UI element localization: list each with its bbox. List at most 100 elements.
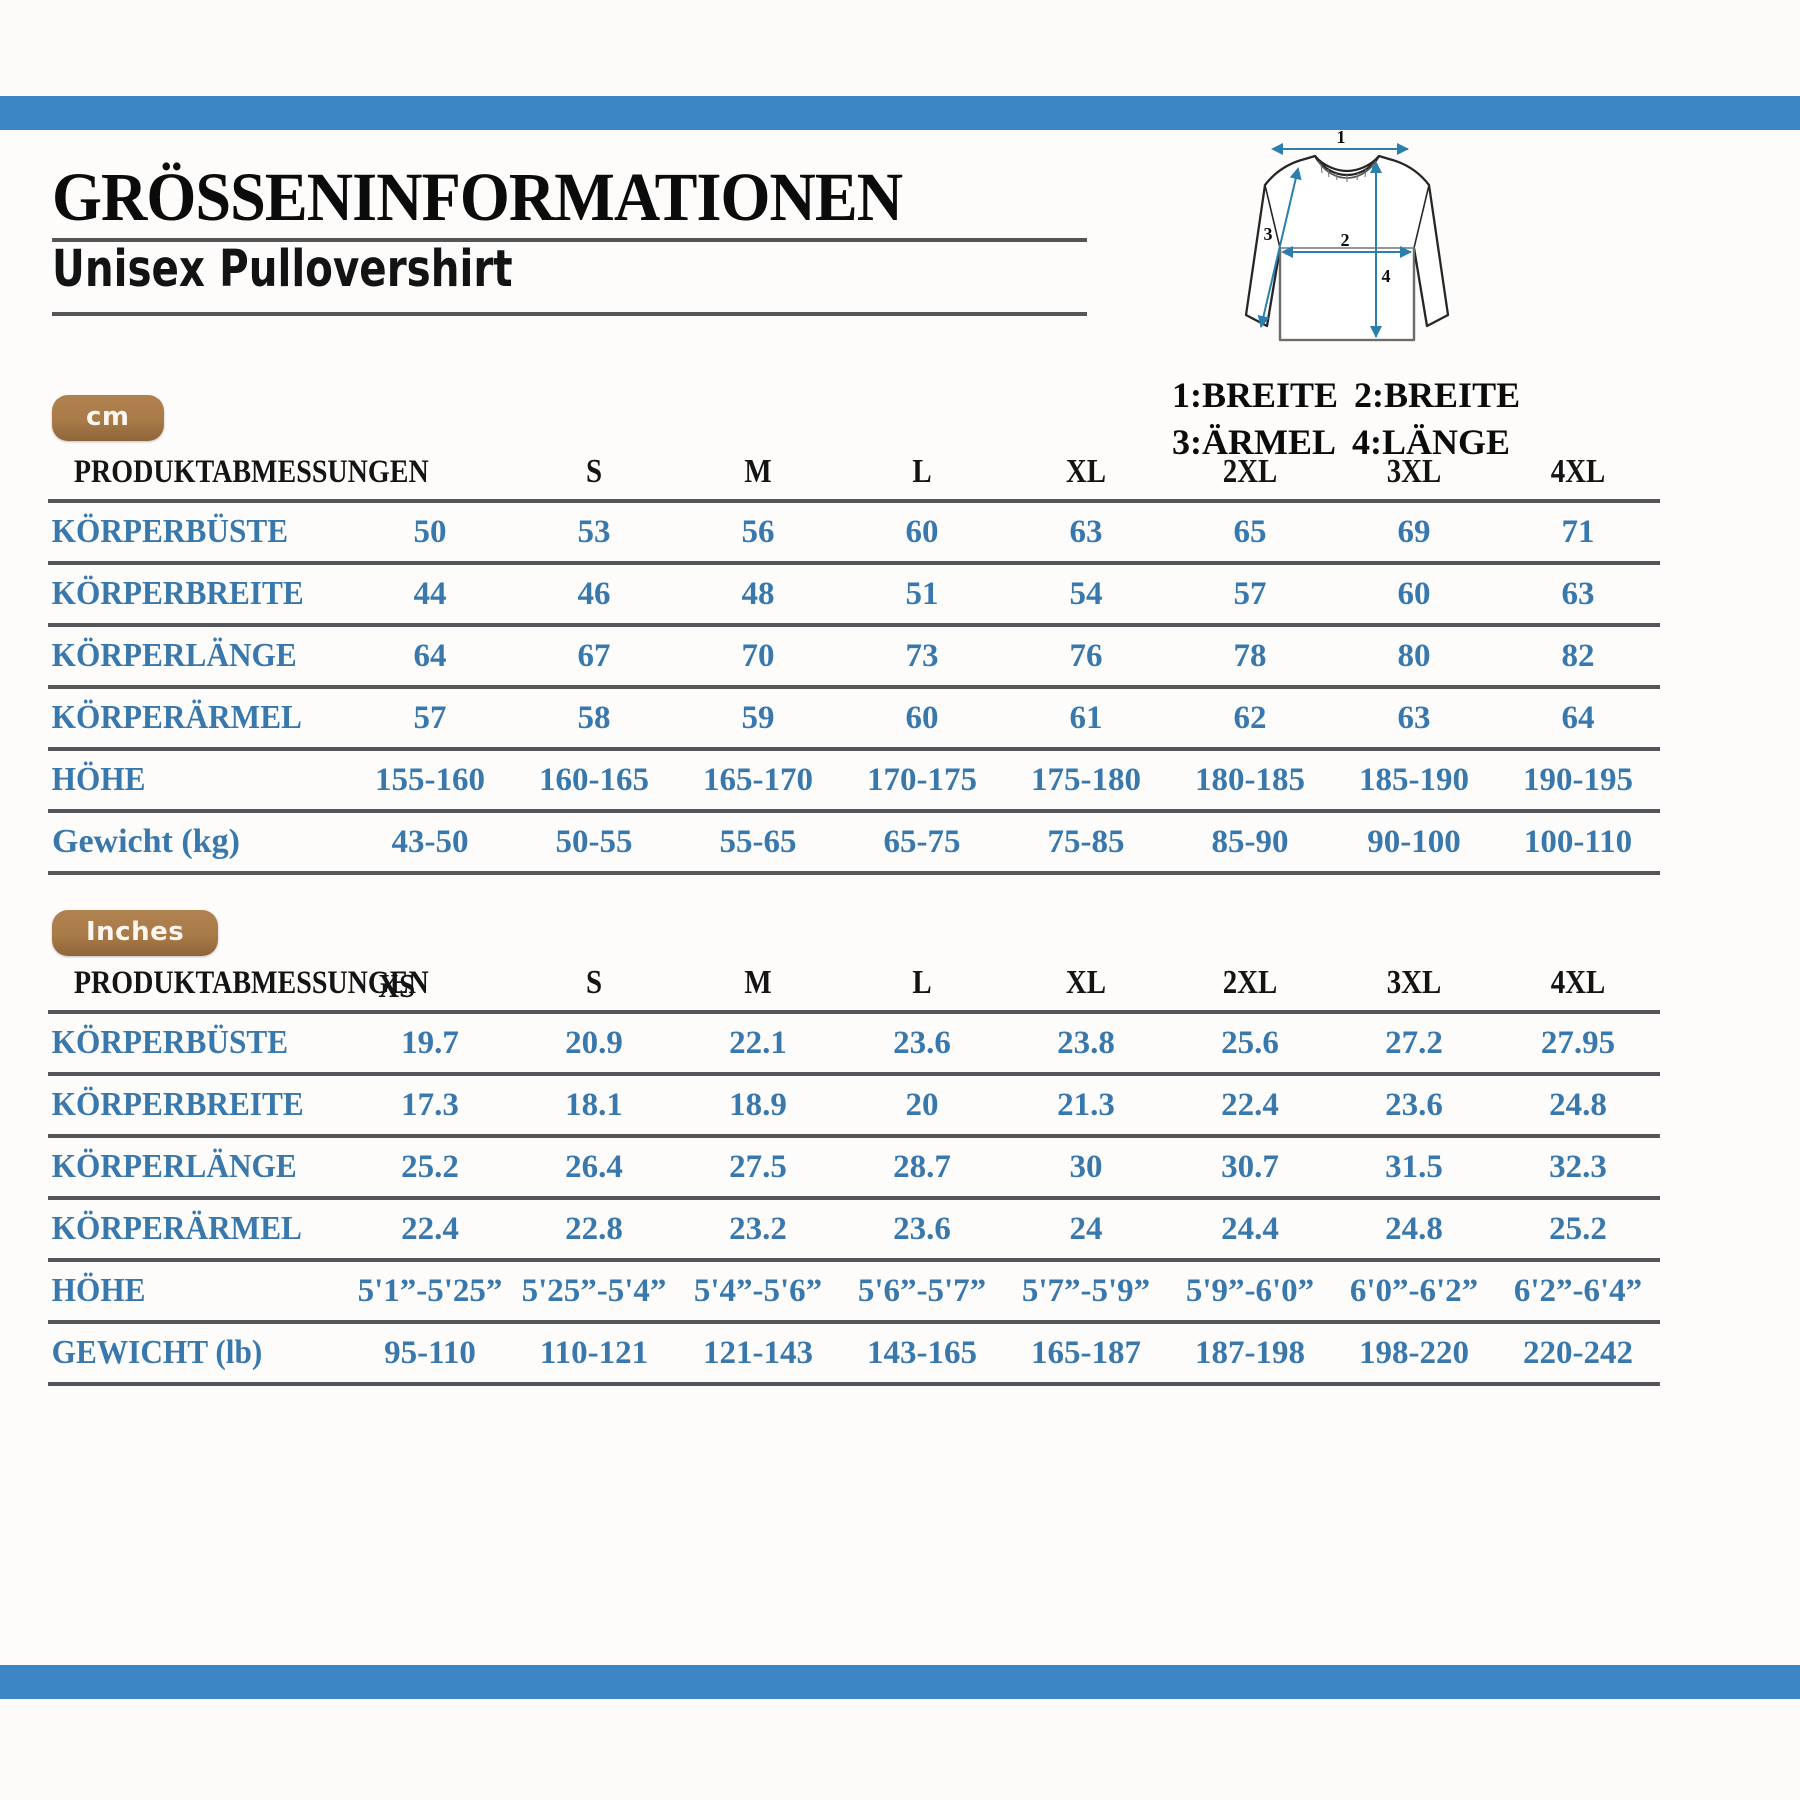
cell: 63 xyxy=(1397,699,1431,736)
col-header-label-inches: PRODUKTABMESSUNGEN xyxy=(73,964,429,1001)
cell: 75-85 xyxy=(1047,823,1125,860)
cell: 25.6 xyxy=(1221,1024,1279,1061)
cell: 5'25”-5'4” xyxy=(521,1272,667,1309)
col-header-inch-4: XL xyxy=(1065,964,1107,1001)
cell: 60 xyxy=(1397,575,1431,612)
cell: 160-165 xyxy=(539,761,649,798)
cell: 22.8 xyxy=(565,1210,623,1247)
col-header-cm-6: 3XL xyxy=(1386,453,1442,490)
cell: 51 xyxy=(905,575,939,612)
cell: 62 xyxy=(1233,699,1267,736)
cell: 70 xyxy=(741,637,775,674)
cell: 78 xyxy=(1233,637,1267,674)
legend-row-1: 1:BREITE 2:BREITE xyxy=(1172,372,1520,419)
row-label: HÖHE xyxy=(51,1272,146,1309)
cell: 23.6 xyxy=(893,1024,951,1061)
cell: 22.4 xyxy=(401,1210,459,1247)
cell: 80 xyxy=(1397,637,1431,674)
cell: 26.4 xyxy=(565,1148,623,1185)
cell: 65 xyxy=(1233,513,1267,550)
table-row: KÖRPERBREITE 17.3 18.1 18.9 20 21.3 22.4… xyxy=(48,1074,1660,1136)
cell: 55-65 xyxy=(719,823,797,860)
cell: 69 xyxy=(1397,513,1431,550)
cell: 20.9 xyxy=(565,1024,623,1061)
cell: 23.6 xyxy=(893,1210,951,1247)
cell: 44 xyxy=(413,575,447,612)
table-row: KÖRPERÄRMEL 57 58 59 60 61 62 63 64 xyxy=(48,687,1660,749)
top-accent-bar xyxy=(0,96,1800,130)
cell: 61 xyxy=(1069,699,1103,736)
shirt-icon: 1 2 3 4 xyxy=(1244,130,1450,342)
cell: 19.7 xyxy=(401,1024,459,1061)
legend-item-3: 3:ÄRMEL xyxy=(1172,422,1336,462)
cell: 56 xyxy=(741,513,775,550)
cell: 180-185 xyxy=(1195,761,1305,798)
cell: 155-160 xyxy=(375,761,485,798)
cell: 28.7 xyxy=(893,1148,951,1185)
cell: 23.8 xyxy=(1057,1024,1115,1061)
cell: 43-50 xyxy=(391,823,469,860)
cell: 82 xyxy=(1561,637,1595,674)
page-title: GRÖSSENINFORMATIONEN xyxy=(52,159,903,235)
row-label: KÖRPERBÜSTE xyxy=(51,513,289,550)
table-row: GEWICHT (lb) 95-110 110-121 121-143 143-… xyxy=(48,1322,1660,1384)
col-header-inch-7: 4XL xyxy=(1550,964,1606,1001)
cell: 63 xyxy=(1561,575,1595,612)
cell: 46 xyxy=(577,575,611,612)
cell: 100-110 xyxy=(1523,823,1633,860)
table-body-cm: KÖRPERBÜSTE 50 53 56 60 63 65 69 71 KÖRP… xyxy=(48,501,1660,873)
cell: 30 xyxy=(1069,1148,1103,1185)
cell: 27.5 xyxy=(729,1148,787,1185)
title-divider xyxy=(52,238,1087,242)
cell: 165-187 xyxy=(1031,1334,1141,1371)
svg-text:4: 4 xyxy=(1382,266,1391,286)
cell: 48 xyxy=(741,575,775,612)
cell: 23.2 xyxy=(729,1210,787,1247)
cell: 21.3 xyxy=(1057,1086,1115,1123)
col-header-cm-0 xyxy=(360,445,499,501)
cell: 18.1 xyxy=(565,1086,623,1123)
cell: 143-165 xyxy=(867,1334,977,1371)
row-label: KÖRPERBÜSTE xyxy=(51,1024,289,1061)
cell: 25.2 xyxy=(1549,1210,1607,1247)
table-header-row-inches: PRODUKTABMESSUNGEN S M L XL 2XL 3XL 4XL xyxy=(48,956,1660,1012)
chart-canvas: GRÖSSENINFORMATIONEN Unisex Pullovershir… xyxy=(0,130,1800,1665)
cell: 57 xyxy=(413,699,447,736)
cell: 190-195 xyxy=(1523,761,1633,798)
cell: 64 xyxy=(1561,699,1595,736)
cell: 25.2 xyxy=(401,1148,459,1185)
col-header-cm-2: M xyxy=(744,453,772,490)
table-row: KÖRPERLÄNGE 64 67 70 73 76 78 80 82 xyxy=(48,625,1660,687)
cell: 20 xyxy=(905,1086,939,1123)
cell: 175-180 xyxy=(1031,761,1141,798)
row-label: KÖRPERÄRMEL xyxy=(51,699,302,736)
cell: 30.7 xyxy=(1221,1148,1279,1185)
cell: 53 xyxy=(577,513,611,550)
cell: 198-220 xyxy=(1359,1334,1469,1371)
cell: 5'9”-6'0” xyxy=(1185,1272,1315,1309)
svg-text:2: 2 xyxy=(1341,230,1350,250)
cell: 27.95 xyxy=(1540,1024,1616,1061)
unit-badge-cm: cm xyxy=(52,395,164,441)
table-row: KÖRPERÄRMEL 22.4 22.8 23.2 23.6 24 24.4 … xyxy=(48,1198,1660,1260)
cell: 22.1 xyxy=(729,1024,787,1061)
size-table-inches: PRODUKTABMESSUNGEN S M L XL 2XL 3XL 4XL … xyxy=(48,956,1660,1386)
table-row: KÖRPERBÜSTE 50 53 56 60 63 65 69 71 xyxy=(48,501,1660,563)
cell: 60 xyxy=(905,513,939,550)
diagram-legend: 1:BREITE 2:BREITE 3:ÄRMEL 4:LÄNGE xyxy=(1172,372,1520,466)
cell: 24.8 xyxy=(1385,1210,1443,1247)
cell: 5'6”-5'7” xyxy=(857,1272,987,1309)
row-label: KÖRPERBREITE xyxy=(51,575,304,612)
table-body-inches: KÖRPERBÜSTE 19.7 20.9 22.1 23.6 23.8 25.… xyxy=(48,1012,1660,1384)
cell: 24.8 xyxy=(1549,1086,1607,1123)
row-label: KÖRPERÄRMEL xyxy=(51,1210,302,1247)
cell: 65-75 xyxy=(883,823,961,860)
cell: 85-90 xyxy=(1211,823,1289,860)
svg-text:1: 1 xyxy=(1337,130,1346,147)
size-table-cm: PRODUKTABMESSUNGEN S M L XL 2XL 3XL 4XL … xyxy=(48,445,1660,875)
col-header-cm-3: L xyxy=(912,453,932,490)
shirt-measurement-diagram: 1 2 3 4 xyxy=(1165,130,1495,375)
cell: 165-170 xyxy=(703,761,813,798)
table-row: HÖHE 155-160 160-165 165-170 170-175 175… xyxy=(48,749,1660,811)
